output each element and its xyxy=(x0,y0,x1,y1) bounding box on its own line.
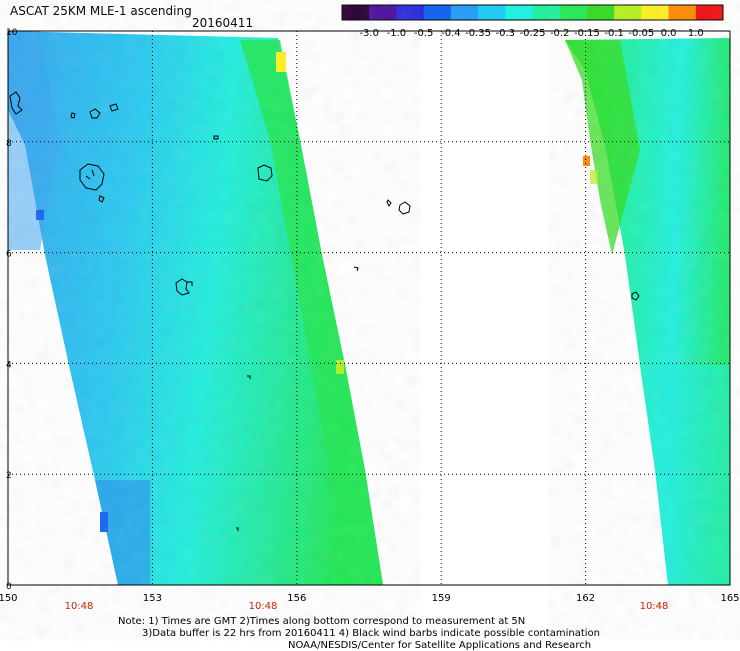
colorbar-swatch xyxy=(450,5,479,20)
colorbar-swatch xyxy=(586,5,615,20)
island-contour xyxy=(187,281,193,286)
colorbar-swatch xyxy=(668,5,697,20)
island-contour xyxy=(98,195,105,203)
pass-time-label: 10:48 xyxy=(65,601,94,612)
latitude-tick-label: 0 xyxy=(6,582,12,592)
longitude-tick-label: 156 xyxy=(287,593,306,604)
colorbar-tick-label: -1.0 xyxy=(387,28,407,39)
swath-east xyxy=(565,38,730,585)
island-contour xyxy=(109,103,119,112)
latitude-tick-label: 2 xyxy=(6,471,12,481)
colorbar-swatch xyxy=(532,5,561,20)
note-line-1: Note: 1) Times are GMT 2)Times along bot… xyxy=(118,616,526,627)
colorbar-tick-label: -0.1 xyxy=(604,28,624,39)
island-contour xyxy=(175,278,190,296)
longitude-tick-label: 162 xyxy=(576,593,595,604)
colorbar-tick-label: -0.5 xyxy=(414,28,434,39)
island-contour xyxy=(353,266,359,272)
longitude-tick-label: 150 xyxy=(0,593,18,604)
island-contour xyxy=(89,108,101,119)
colorbar-swatch xyxy=(641,5,670,20)
latitude-tick-label: 10 xyxy=(6,28,18,38)
land-contours xyxy=(9,91,640,531)
island-contour xyxy=(213,135,219,140)
note-line-2: 3)Data buffer is 22 hrs from 20160411 4)… xyxy=(142,628,600,639)
longitude-tick-label: 153 xyxy=(143,593,162,604)
latitude-tick-label: 4 xyxy=(6,360,12,370)
island-contour xyxy=(79,163,105,191)
island-contour xyxy=(398,201,411,215)
colorbar-tick-label: -0.2 xyxy=(550,28,570,39)
island-contour xyxy=(247,375,251,379)
longitude-labels: 150 153 156 159 162 165 xyxy=(0,593,740,604)
colorbar-tick-label: -0.35 xyxy=(465,28,491,39)
longitude-tick-label: 159 xyxy=(432,593,451,604)
latitude-tick-label: 8 xyxy=(6,139,12,149)
pass-time-labels: 10:48 10:48 10:48 xyxy=(65,601,669,612)
island-contour xyxy=(257,164,273,182)
colorbar-swatch xyxy=(614,5,642,20)
colorbar-tick-label: -0.3 xyxy=(496,28,516,39)
product-date: 20160411 xyxy=(192,16,254,30)
product-title: ASCAT 25KM MLE-1 ascending xyxy=(10,4,192,18)
island-contour xyxy=(9,91,23,115)
latitude-labels: 0 2 4 6 8 10 xyxy=(6,28,18,592)
swath-west xyxy=(8,31,383,585)
colorbar-swatch xyxy=(369,5,397,20)
colorbar-tick-label: -0.25 xyxy=(520,28,546,39)
pass-time-label: 10:48 xyxy=(640,601,669,612)
colorbar-tick-label: 0.0 xyxy=(661,28,677,39)
colorbar-border xyxy=(341,4,724,21)
map-frame xyxy=(7,30,731,586)
colorbar-tick-label: -0.05 xyxy=(628,28,654,39)
colorbar-tick-label: -3.0 xyxy=(359,28,379,39)
colorbar-swatch xyxy=(423,5,452,20)
colorbar-tick-label: -0.4 xyxy=(441,28,461,39)
colorbar-swatch xyxy=(396,5,425,20)
longitude-tick-label: 165 xyxy=(720,593,739,604)
island-contour xyxy=(236,527,239,531)
colorbar: -3.0 -1.0 -0.5 -0.4 -0.35 -0.3 -0.25 -0.2 -0.15-… xyxy=(341,4,724,39)
pass-time-label: 10:48 xyxy=(249,601,278,612)
latitude-tick-label: 6 xyxy=(6,250,12,260)
colorbar-swatch xyxy=(505,5,533,20)
island-contour xyxy=(70,112,76,119)
island-contour xyxy=(386,199,392,207)
colorbar-swatch xyxy=(478,5,506,20)
colorbar-swatch xyxy=(559,5,588,20)
colorbar-swatch xyxy=(695,5,724,20)
note-line-3: NOAA/NESDIS/Center for Satellite Applica… xyxy=(288,640,592,651)
colorbar-tick-label: 1.0 xyxy=(688,28,704,39)
island-contour xyxy=(631,291,640,301)
colorbar-tick-label: -0.15 xyxy=(574,28,600,39)
colorbar-swatch xyxy=(342,5,370,20)
